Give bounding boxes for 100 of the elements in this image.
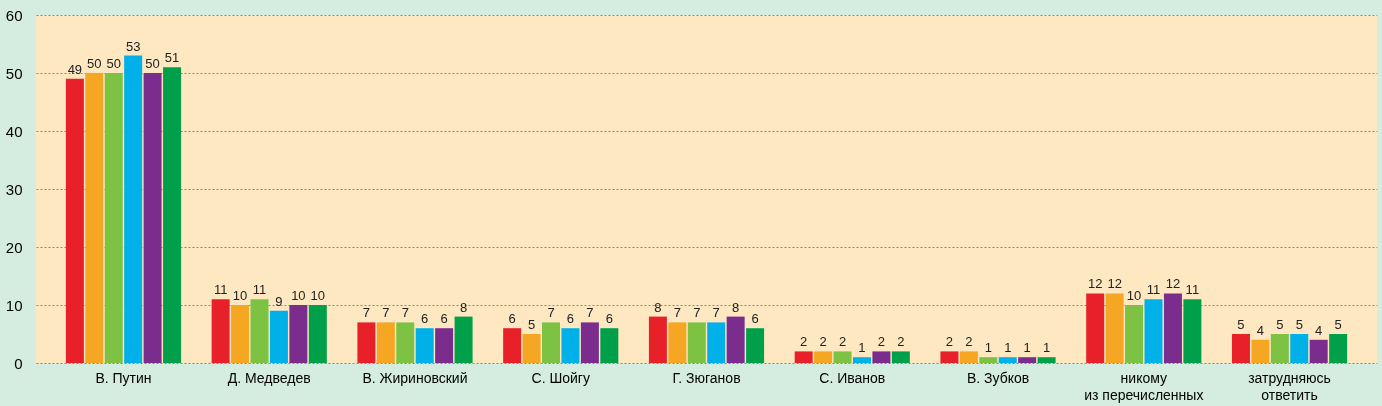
data-label: 50: [106, 56, 121, 71]
data-label: 11: [213, 282, 228, 298]
bar: [396, 322, 415, 363]
data-label: 10: [1126, 288, 1142, 303]
y-tick-label: 0: [14, 354, 23, 372]
data-label: 2: [819, 334, 827, 350]
y-tick-label: 60: [5, 6, 23, 24]
bar: [794, 351, 813, 363]
bar: [211, 299, 230, 363]
bar: [357, 322, 376, 363]
data-label: 7: [547, 305, 555, 321]
bar: [1309, 339, 1328, 363]
bar: [1251, 339, 1270, 363]
bar: [542, 322, 561, 363]
bar: [289, 305, 308, 363]
x-tick-label: С. Шойгу: [531, 369, 590, 386]
bar: [746, 328, 765, 363]
bar: [687, 322, 706, 363]
data-label: 12: [1165, 276, 1181, 292]
bar: [600, 328, 619, 363]
x-tick-label: В. Жириновский: [362, 369, 468, 386]
bar: [415, 328, 434, 363]
bar: [648, 316, 667, 363]
bar: [435, 328, 454, 363]
data-label: 7: [673, 305, 681, 321]
bar: [1125, 305, 1144, 363]
bar: [65, 78, 84, 363]
data-label: 5: [1295, 317, 1303, 332]
data-label: 1: [1004, 340, 1012, 356]
bar: [872, 351, 891, 363]
data-label: 1: [984, 340, 992, 356]
bar: [308, 305, 327, 363]
data-label: 6: [508, 311, 516, 327]
x-tick-label: Г. Зюганов: [672, 369, 741, 386]
data-label: 11: [1146, 282, 1161, 298]
data-label: 5: [1276, 317, 1284, 332]
data-label: 4: [1315, 322, 1323, 338]
data-label: 11: [252, 282, 267, 298]
bar: [1037, 357, 1056, 363]
bar: [1105, 293, 1124, 363]
data-label: 8: [732, 299, 740, 315]
data-label: 5: [1237, 317, 1245, 332]
bar: [1329, 334, 1348, 363]
bar: [104, 73, 123, 363]
data-label: 7: [382, 305, 390, 321]
x-tick-label: В. Путин: [95, 369, 152, 386]
data-label: 51: [164, 50, 180, 66]
bar: [269, 310, 288, 363]
data-label: 53: [125, 38, 141, 54]
x-tick-label: Д. Медведев: [227, 369, 311, 386]
data-label: 50: [145, 56, 160, 71]
data-label: 10: [310, 288, 326, 303]
bar: [503, 328, 522, 363]
bar: [979, 357, 998, 363]
data-label: 6: [421, 311, 429, 327]
bar: [852, 357, 871, 363]
bar: [85, 73, 104, 363]
data-label: 50: [87, 56, 102, 71]
bar: [1163, 293, 1182, 363]
data-label: 12: [1087, 276, 1103, 292]
x-tick-label: затрудняюсь ответить: [1248, 369, 1331, 403]
data-label: 10: [291, 288, 306, 303]
bar: [940, 351, 959, 363]
data-label: 7: [362, 305, 371, 321]
bar: [814, 351, 833, 363]
bar: [376, 322, 395, 363]
x-tick-label: никому из перечисленных: [1084, 369, 1204, 403]
data-label: 7: [401, 305, 409, 321]
bar: [522, 334, 541, 363]
data-label: 4: [1256, 322, 1265, 338]
bar: [124, 55, 143, 363]
data-label: 9: [275, 293, 283, 309]
data-label: 1: [1023, 340, 1031, 356]
bar: [163, 67, 182, 363]
data-label: 2: [965, 334, 973, 350]
data-label: 49: [67, 61, 83, 77]
y-tick-label: 20: [5, 238, 23, 256]
data-label: 2: [897, 334, 905, 350]
y-tick-label: 30: [5, 180, 23, 198]
y-tick-label: 40: [5, 122, 23, 140]
y-tick-label: 10: [5, 296, 23, 314]
data-label: 6: [440, 311, 448, 327]
data-label: 2: [800, 334, 808, 350]
bar: [959, 351, 978, 363]
data-label: 6: [605, 311, 613, 327]
bar: [998, 357, 1017, 363]
data-label: 2: [877, 334, 886, 350]
bar: [707, 322, 726, 363]
bar: [1231, 334, 1250, 363]
x-tick-label: С. Иванов: [819, 369, 886, 386]
bar: [833, 351, 852, 363]
bar: [454, 316, 473, 363]
data-label: 2: [838, 334, 847, 350]
data-label: 7: [586, 305, 594, 321]
bar: [1270, 334, 1289, 363]
data-label: 1: [858, 340, 866, 356]
bar: [250, 299, 269, 363]
data-label: 7: [693, 305, 701, 321]
bar: [726, 316, 745, 363]
data-label: 2: [945, 334, 954, 350]
